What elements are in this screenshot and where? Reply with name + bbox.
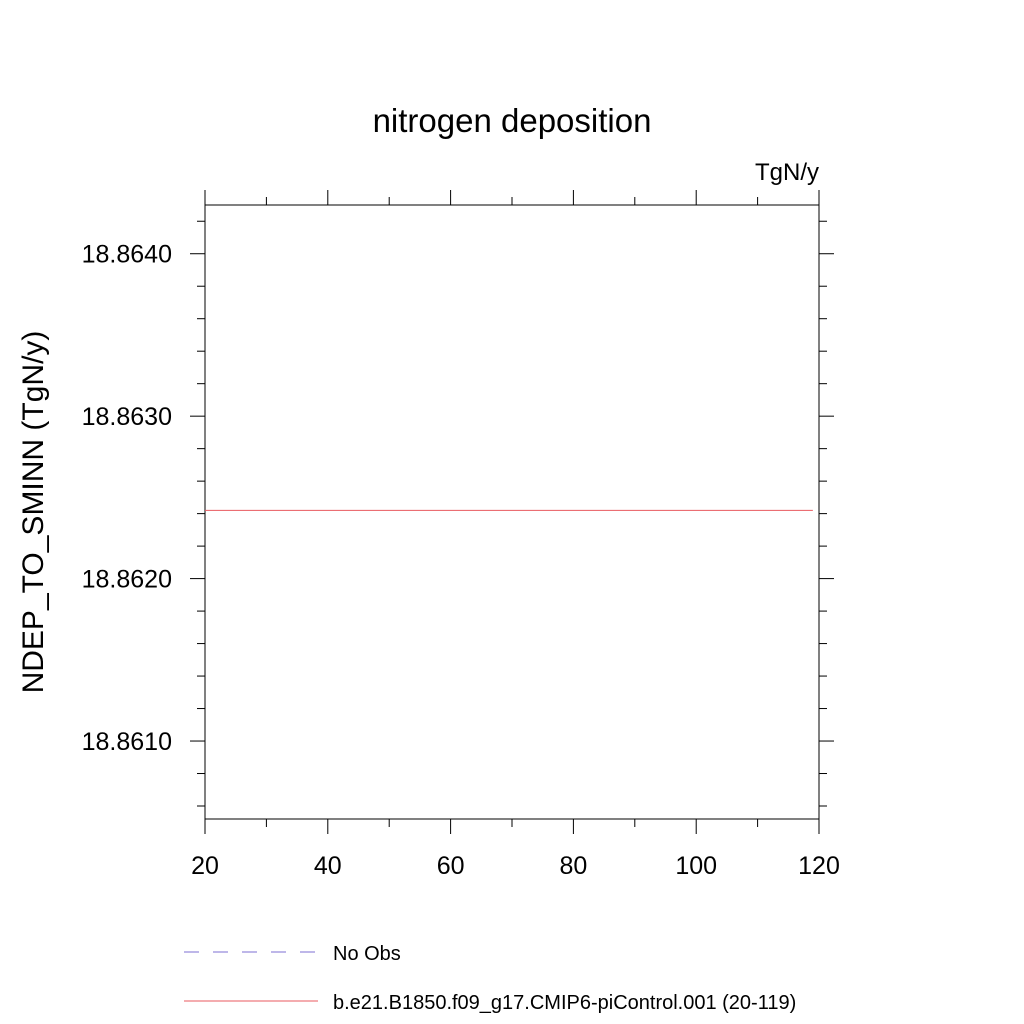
x-tick-label: 40 <box>314 852 342 880</box>
x-tick-labels: 20 40 60 80 100 120 <box>191 852 840 880</box>
y-tick-label: 18.8630 <box>82 403 172 431</box>
y-tick-label: 18.8640 <box>82 241 172 269</box>
legend-label: b.e21.B1850.f09_g17.CMIP6-piControl.001 … <box>333 992 796 1014</box>
x-tick-label: 100 <box>675 852 717 880</box>
axis-ticks <box>190 190 834 834</box>
x-tick-label: 80 <box>559 852 587 880</box>
x-tick-label: 20 <box>191 852 219 880</box>
y-tick-label: 18.8620 <box>82 566 172 594</box>
legend: No Obs b.e21.B1850.f09_g17.CMIP6-piContro… <box>184 943 796 1014</box>
y-tick-labels: 18.8610 18.8620 18.8630 18.8640 <box>82 241 172 756</box>
x-tick-label: 60 <box>437 852 465 880</box>
legend-label: No Obs <box>333 943 401 965</box>
units-label: TgN/y <box>755 159 819 186</box>
y-axis-label: NDEP_TO_SMINN (TgN/y) <box>17 331 50 694</box>
plot-frame <box>204 204 820 820</box>
y-tick-label: 18.8610 <box>82 728 172 756</box>
x-tick-label: 120 <box>798 852 840 880</box>
chart-title: nitrogen deposition <box>373 102 652 139</box>
